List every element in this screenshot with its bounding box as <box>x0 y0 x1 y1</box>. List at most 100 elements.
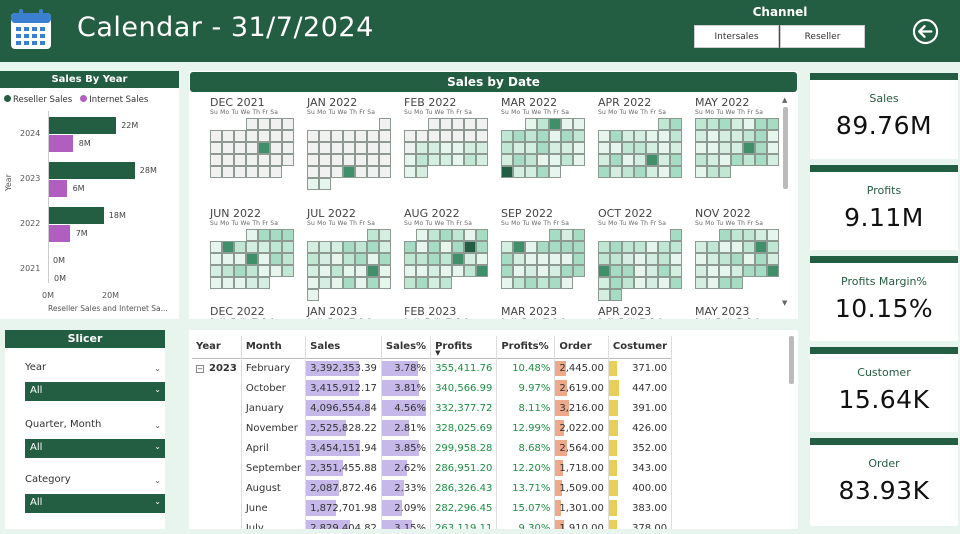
calendar-day[interactable] <box>695 277 707 289</box>
calendar-day[interactable] <box>319 142 331 154</box>
collapse-icon[interactable]: − <box>196 364 204 373</box>
calendar-day[interactable] <box>513 277 525 289</box>
calendar-day[interactable] <box>476 118 488 130</box>
calendar-day[interactable] <box>658 241 670 253</box>
calendar-day[interactable] <box>416 166 428 178</box>
calendar-day[interactable] <box>234 265 246 277</box>
calendar-day[interactable] <box>476 154 488 166</box>
calendar-day[interactable] <box>719 277 731 289</box>
calendar-day[interactable] <box>282 229 294 241</box>
calendar-day[interactable] <box>755 265 767 277</box>
calendar-day[interactable] <box>258 229 270 241</box>
calendar-day[interactable] <box>634 265 646 277</box>
calendar-day[interactable] <box>440 154 452 166</box>
calendar-day[interactable] <box>307 253 319 265</box>
table-row[interactable]: November 2,525,828.22 2.81% 328,025.69 12.99… <box>192 418 673 438</box>
calendar-day[interactable] <box>367 241 379 253</box>
calendar-day[interactable] <box>416 253 428 265</box>
calendar-day[interactable] <box>222 130 234 142</box>
bar-internet-2022[interactable] <box>48 225 70 242</box>
calendar-day[interactable] <box>537 142 549 154</box>
calendar-day[interactable] <box>561 241 573 253</box>
calendar-day[interactable] <box>331 253 343 265</box>
calendar-day[interactable] <box>646 277 658 289</box>
calendar-day[interactable] <box>549 265 561 277</box>
calendar-day[interactable] <box>464 241 476 253</box>
calendar-day[interactable] <box>452 130 464 142</box>
calendar-day[interactable] <box>731 253 743 265</box>
calendar-day[interactable] <box>719 229 731 241</box>
calendar-day[interactable] <box>598 289 610 301</box>
calendar-day[interactable] <box>501 142 513 154</box>
calendar-day[interactable] <box>670 142 682 154</box>
calendar-day[interactable] <box>270 166 282 178</box>
calendar-day[interactable] <box>525 277 537 289</box>
calendar-day[interactable] <box>549 229 561 241</box>
calendar-day[interactable] <box>610 166 622 178</box>
calendar-day[interactable] <box>561 253 573 265</box>
calendar-day[interactable] <box>210 142 222 154</box>
calendar-day[interactable] <box>379 154 391 166</box>
calendar-day[interactable] <box>525 130 537 142</box>
calendar-day[interactable] <box>622 277 634 289</box>
calendar-day[interactable] <box>646 130 658 142</box>
calendar-day[interactable] <box>246 130 258 142</box>
calendar-day[interactable] <box>440 265 452 277</box>
calendar-day[interactable] <box>501 154 513 166</box>
calendar-day[interactable] <box>246 142 258 154</box>
calendar-day[interactable] <box>440 253 452 265</box>
calendar-day[interactable] <box>513 241 525 253</box>
calendar-day[interactable] <box>343 154 355 166</box>
calendar-day[interactable] <box>731 154 743 166</box>
calendar-day[interactable] <box>658 253 670 265</box>
calendar-day[interactable] <box>379 142 391 154</box>
calendar-day[interactable] <box>319 166 331 178</box>
calendar-day[interactable] <box>622 154 634 166</box>
calendar-day[interactable] <box>258 277 270 289</box>
calendar-day[interactable] <box>210 277 222 289</box>
calendar-day[interactable] <box>234 130 246 142</box>
calendar-day[interactable] <box>234 154 246 166</box>
calendar-day[interactable] <box>767 142 779 154</box>
calendar-day[interactable] <box>501 265 513 277</box>
calendar-day[interactable] <box>622 142 634 154</box>
calendar-day[interactable] <box>513 265 525 277</box>
calendar-day[interactable] <box>270 253 282 265</box>
calendar-day[interactable] <box>549 154 561 166</box>
calendar-day[interactable] <box>658 130 670 142</box>
calendar-day[interactable] <box>367 142 379 154</box>
calendar-day[interactable] <box>404 253 416 265</box>
calendar-day[interactable] <box>537 253 549 265</box>
calendar-day[interactable] <box>670 154 682 166</box>
calendar-day[interactable] <box>234 142 246 154</box>
calendar-day[interactable] <box>658 118 670 130</box>
calendar-day[interactable] <box>573 241 585 253</box>
calendar-day[interactable] <box>452 253 464 265</box>
calendar-day[interactable] <box>610 253 622 265</box>
bar-internet-2024[interactable] <box>48 135 73 152</box>
calendar-day[interactable] <box>355 130 367 142</box>
calendar-day[interactable] <box>319 253 331 265</box>
calendar-day[interactable] <box>307 265 319 277</box>
calendar-scrollbar[interactable] <box>783 107 788 189</box>
calendar-day[interactable] <box>658 154 670 166</box>
calendar-day[interactable] <box>246 265 258 277</box>
calendar-day[interactable] <box>464 265 476 277</box>
calendar-day[interactable] <box>282 118 294 130</box>
calendar-day[interactable] <box>246 229 258 241</box>
calendar-day[interactable] <box>319 130 331 142</box>
calendar-day[interactable] <box>755 229 767 241</box>
calendar-day[interactable] <box>622 265 634 277</box>
calendar-day[interactable] <box>367 166 379 178</box>
calendar-day[interactable] <box>343 277 355 289</box>
col-customer[interactable]: Costumer <box>608 336 673 358</box>
calendar-day[interactable] <box>513 253 525 265</box>
calendar-day[interactable] <box>210 154 222 166</box>
calendar-day[interactable] <box>719 130 731 142</box>
calendar-day[interactable] <box>246 253 258 265</box>
calendar-day[interactable] <box>416 229 428 241</box>
calendar-day[interactable] <box>428 253 440 265</box>
table-row[interactable]: October 3,415,912.17 3.81% 340,566.99 9.97% 2… <box>192 378 673 398</box>
calendar-day[interactable] <box>282 130 294 142</box>
category-dropdown[interactable]: All ⌄ <box>25 494 165 513</box>
